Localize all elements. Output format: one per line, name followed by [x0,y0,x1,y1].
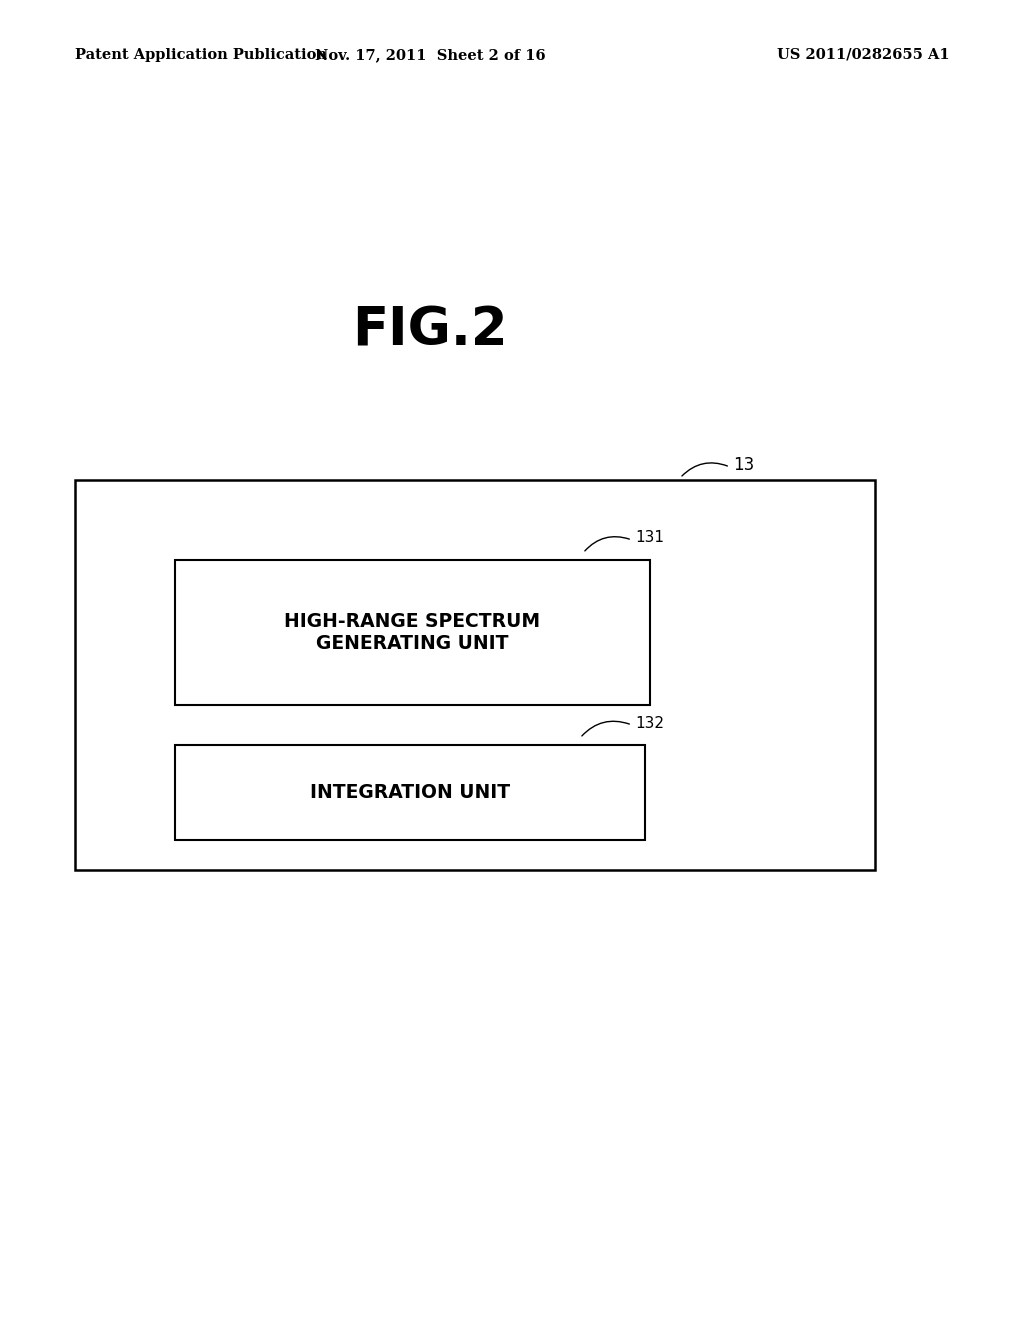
Text: INTEGRATION UNIT: INTEGRATION UNIT [310,783,510,803]
Bar [75,480,874,870]
Text: Patent Application Publication: Patent Application Publication [75,48,327,62]
Text: FIG.2: FIG.2 [352,304,508,356]
Text: Nov. 17, 2011  Sheet 2 of 16: Nov. 17, 2011 Sheet 2 of 16 [314,48,546,62]
Text: 13: 13 [733,455,755,474]
Text: 132: 132 [635,715,664,730]
Text: 131: 131 [635,531,664,545]
Text: HIGH-RANGE SPECTRUM
GENERATING UNIT: HIGH-RANGE SPECTRUM GENERATING UNIT [285,612,541,653]
Bar [175,744,645,840]
Text: US 2011/0282655 A1: US 2011/0282655 A1 [777,48,950,62]
Bar [175,560,650,705]
